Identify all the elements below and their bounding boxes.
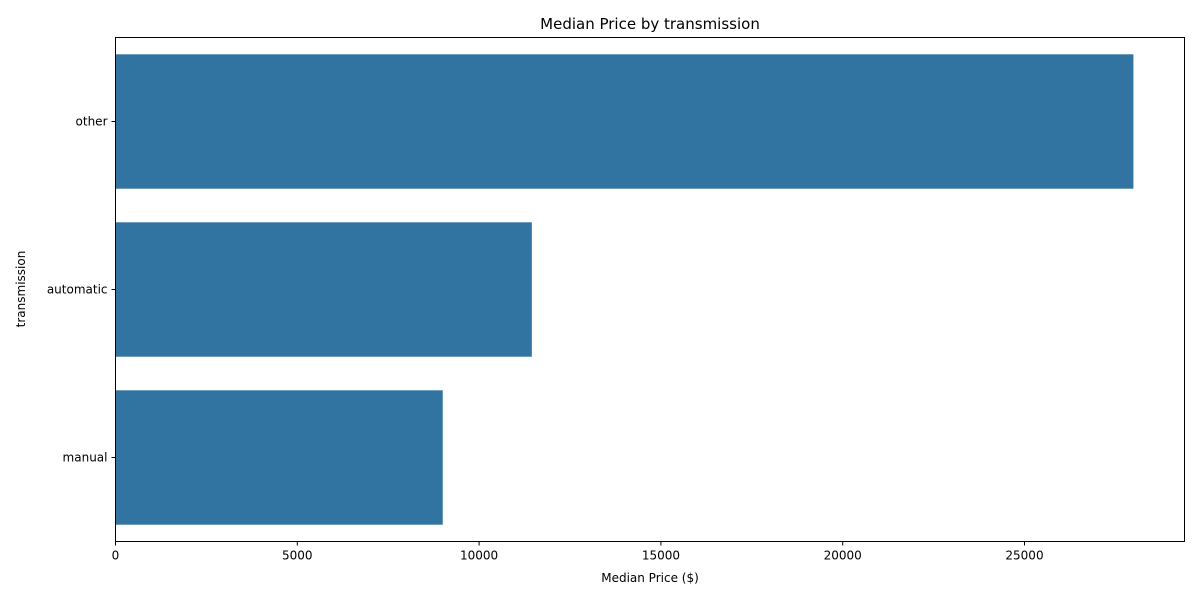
- y-axis-label: transmission: [14, 251, 28, 328]
- x-tick-label: 25000: [1005, 549, 1043, 563]
- x-tick-label: 10000: [460, 549, 498, 563]
- plot-frame: [115, 37, 1185, 542]
- bars-group: [115, 54, 1134, 525]
- x-tick-label: 20000: [824, 549, 862, 563]
- bar-manual: [115, 390, 443, 525]
- y-tick-label: manual: [63, 451, 108, 465]
- y-ticks-group: other automatic manual: [47, 115, 116, 465]
- x-axis-label: Median Price ($): [601, 571, 699, 585]
- x-tick-label: 0: [112, 549, 120, 563]
- y-tick-label: automatic: [47, 283, 108, 297]
- bar-other: [115, 54, 1134, 189]
- x-ticks-group: 0 5000 10000 15000 20000 25000: [112, 541, 1044, 563]
- y-tick-label: other: [76, 115, 108, 129]
- bar-automatic: [115, 222, 532, 357]
- x-tick-label: 5000: [282, 549, 313, 563]
- chart-title: Median Price by transmission: [540, 15, 760, 33]
- x-tick-label: 15000: [642, 549, 680, 563]
